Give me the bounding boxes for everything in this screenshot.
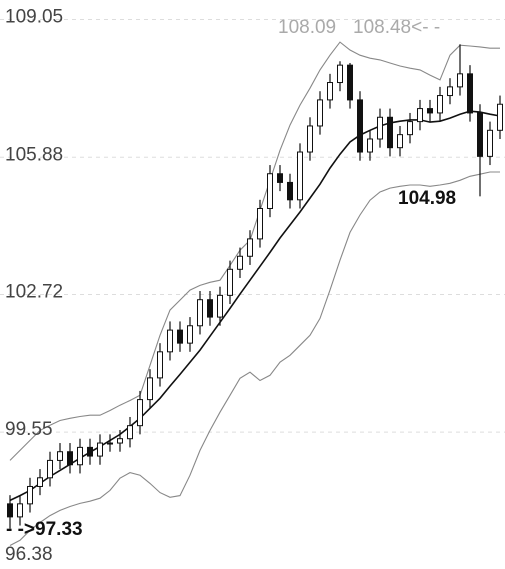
- low-annotation: 104.98: [398, 188, 456, 209]
- candle-body: [87, 446, 93, 457]
- candle-body: [187, 325, 193, 344]
- candle-body: [467, 73, 473, 114]
- candle-body: [77, 446, 83, 466]
- low-annotation: - ->97.33: [6, 519, 83, 540]
- high-annotation: 108.09: [278, 17, 336, 38]
- candle-body: [197, 299, 203, 327]
- candle-body: [497, 103, 503, 131]
- candle-body: [147, 377, 153, 401]
- candles: [7, 44, 503, 529]
- candle-body: [117, 438, 123, 444]
- candle-body: [237, 255, 243, 270]
- y-tick-label: 109.05: [5, 7, 63, 28]
- y-tick-label: 102.72: [5, 282, 63, 303]
- candle-body: [207, 299, 213, 318]
- candle-body: [287, 181, 293, 201]
- candle-body: [307, 125, 313, 153]
- band-lower: [9, 171, 500, 546]
- candle-body: [477, 112, 483, 157]
- candle-body: [137, 399, 143, 427]
- band-upper: [9, 41, 500, 461]
- candle-body: [217, 294, 223, 318]
- candle-body: [227, 268, 233, 296]
- candle-body: [17, 503, 23, 518]
- candle-body: [337, 64, 343, 84]
- candle-body: [107, 442, 113, 445]
- candle-body: [377, 116, 383, 140]
- candle-body: [267, 173, 273, 209]
- candle-body: [67, 451, 73, 466]
- candle-body: [367, 138, 373, 153]
- candle-body: [387, 116, 393, 149]
- candle-body: [57, 451, 63, 461]
- candle-body: [157, 351, 163, 379]
- candle-body: [427, 108, 433, 114]
- grid: [0, 19, 505, 433]
- candle-body: [257, 207, 263, 240]
- band-middle: [9, 110, 501, 502]
- candle-body: [97, 442, 103, 457]
- candle-body: [457, 73, 463, 88]
- candle-body: [447, 86, 453, 97]
- candle-body: [47, 459, 53, 479]
- candle-body: [247, 238, 253, 257]
- y-tick-label: 99.55: [5, 419, 53, 440]
- y-tick-label: 105.88: [5, 144, 63, 165]
- labels: 108.09 108.48<- - 104.98 - ->97.33 109.0…: [5, 7, 456, 565]
- candle-body: [177, 329, 183, 344]
- candle-body: [317, 99, 323, 127]
- candle-body: [167, 329, 173, 353]
- candle-body: [487, 129, 493, 157]
- bands: [9, 41, 501, 546]
- candle-body: [327, 82, 333, 101]
- high-annotation: 108.48<- -: [353, 17, 440, 38]
- candle-body: [37, 477, 43, 487]
- candle-body: [7, 503, 13, 518]
- candle-body: [297, 151, 303, 201]
- candle-body: [357, 99, 363, 153]
- candle-body: [347, 64, 353, 101]
- candle-body: [437, 95, 443, 114]
- candle-body: [417, 108, 423, 123]
- candle-body: [127, 425, 133, 440]
- candle-body: [27, 485, 33, 505]
- candle-body: [407, 121, 413, 136]
- y-tick-label: 96.38: [5, 544, 53, 565]
- candle-body: [277, 173, 283, 183]
- candle-body: [397, 134, 403, 149]
